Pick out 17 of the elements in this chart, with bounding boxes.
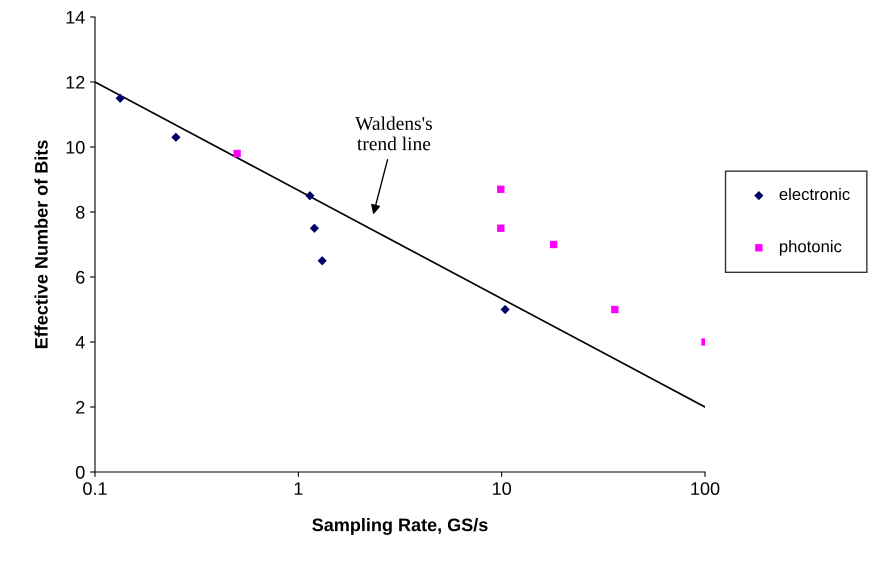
annotation: Waldens's trend line [355, 116, 432, 150]
x-tick-label: 1 [294, 482, 302, 495]
y-tick-label: 6 [76, 270, 84, 284]
legend-label: electronic [780, 188, 850, 200]
y-tick-label: 10 [66, 140, 85, 154]
x-axis-title: Sampling Rate, GS/s [312, 518, 488, 535]
y-tick-label: 14 [66, 11, 85, 24]
y-tick-label: 0 [76, 466, 85, 479]
y-tick-label: 2 [76, 400, 84, 414]
y-tick-label: 8 [76, 206, 84, 219]
y-tick-label: 12 [66, 76, 84, 89]
x-tick-label: 100 [691, 482, 720, 495]
y-tick-label: 4 [76, 336, 85, 349]
legend-label: photonic [780, 240, 842, 256]
x-tick-label: 10 [493, 482, 512, 495]
x-tick-label: 0.1 [83, 482, 107, 495]
y-axis-title: Effective Number of Bits [34, 140, 48, 348]
